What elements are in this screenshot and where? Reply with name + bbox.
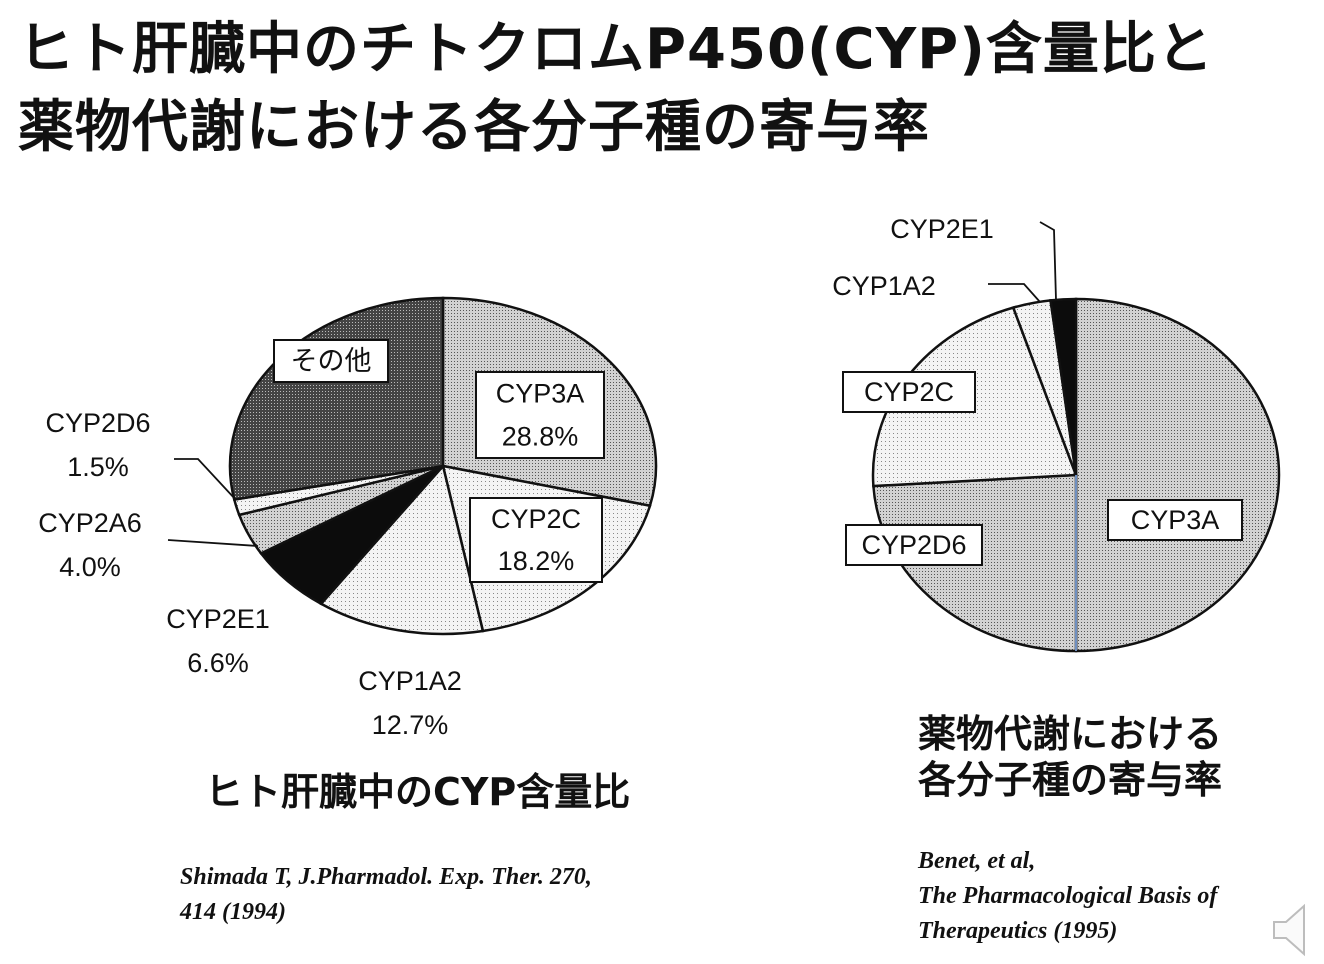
pie1-slice-cyp1a2 — [319, 463, 485, 636]
caption-right: 薬物代謝における 各分子種の寄与率 — [918, 712, 1222, 803]
label-left-cyp2a6-line-1: CYP2A6 — [38, 508, 142, 538]
speaker-icon[interactable] — [1270, 902, 1318, 958]
label-right-cyp3a-line-1: CYP3A — [1131, 505, 1220, 535]
label-left-cyp3a-line-2: 28.8% — [502, 422, 579, 452]
label-left-cyp2a6-line-2: 4.0% — [59, 552, 121, 582]
title-line-1: ヒト肝臓中のチトクロムP450(CYP)含量比と — [18, 17, 1214, 82]
label-right-cyp2c-line-1: CYP2C — [864, 377, 954, 407]
reference-right-line-3: Therapeutics (1995) — [918, 917, 1118, 944]
label-right-cyp3a: CYP3A — [1107, 499, 1243, 541]
leader-right-cyp2e1 — [1039, 221, 1057, 301]
pie2-slice-cyp3a — [1074, 297, 1281, 653]
label-left-cyp3a-line-1: CYP3A — [496, 379, 585, 409]
title-line-2: 薬物代謝における各分子種の寄与率 — [18, 95, 930, 160]
label-left-cyp2d6-line-2: 1.5% — [67, 452, 129, 482]
caption-right-line-2: 各分子種の寄与率 — [918, 757, 1223, 802]
pie-chart-right — [871, 297, 1281, 653]
label-left-cyp1a2-line-1: CYP1A2 — [358, 666, 462, 696]
reference-right-line-2: The Pharmacological Basis of — [918, 882, 1218, 909]
leader-left-cyp2a6 — [167, 539, 259, 547]
label-right-cyp2d6: CYP2D6 — [845, 524, 983, 566]
label-left-cyp3a: CYP3A 28.8% — [475, 371, 605, 459]
reference-left: Shimada T, J.Pharmadol. Exp. Ther. 270, … — [180, 860, 592, 930]
label-right-cyp1a2: CYP1A2 — [832, 271, 936, 301]
label-left-cyp2e1-line-1: CYP2E1 — [166, 604, 270, 634]
reference-left-line-1: Shimada T, J.Pharmadol. Exp. Ther. 270, — [180, 864, 592, 890]
label-left-other: その他 — [273, 339, 389, 383]
pie2-slice-cyp2e1 — [1049, 297, 1078, 476]
label-left-other-line-1: その他 — [291, 346, 372, 376]
leader-right-cyp1a2 — [988, 283, 1041, 303]
label-right-cyp2e1: CYP2E1 — [890, 214, 994, 244]
label-right-cyp2d6-line-1: CYP2D6 — [861, 530, 966, 560]
caption-left: ヒト肝臓中のCYP含量比 — [205, 770, 631, 814]
label-left-cyp2c: CYP2C 18.2% — [469, 497, 603, 583]
label-left-cyp2d6-line-1: CYP2D6 — [45, 408, 150, 438]
caption-right-line-1: 薬物代謝における — [918, 712, 1223, 756]
label-left-cyp2c-line-2: 18.2% — [498, 546, 575, 576]
label-left-cyp2c-line-1: CYP2C — [491, 504, 581, 534]
pie1-slice-other — [228, 296, 445, 501]
reference-left-line-2: 414 (1994) — [180, 898, 286, 925]
reference-right: Benet, et al, The Pharmacological Basis … — [918, 844, 1217, 948]
leader-left-cyp2d6 — [174, 458, 237, 501]
reference-right-line-1: Benet, et al, — [918, 848, 1036, 874]
label-right-cyp2c: CYP2C — [842, 371, 976, 413]
pie-annotations: CYP3A 28.8% CYP2C 18.2% その他 CYP1A2 12.7% CYP2E1… — [38, 214, 1243, 740]
label-left-cyp1a2-line-2: 12.7% — [372, 710, 449, 740]
label-left-cyp2e1-line-2: 6.6% — [187, 648, 249, 678]
